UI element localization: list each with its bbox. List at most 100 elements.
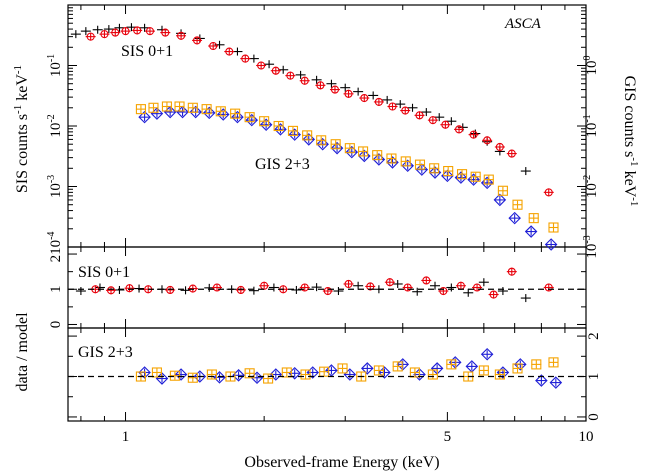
gis-ratio-label: GIS 2+3 <box>78 344 133 361</box>
ratio-point-sis1 <box>106 286 117 295</box>
ratio-point-gis3 <box>427 369 438 380</box>
point-gis2 <box>480 176 494 190</box>
point-gis3 <box>230 108 241 119</box>
ratio-point-sis0 <box>353 281 364 290</box>
point-gis2 <box>524 225 538 238</box>
point-sis0 <box>114 23 125 32</box>
ratio-point-gis3 <box>373 365 384 376</box>
point-gis3 <box>201 104 212 115</box>
ratio-point-sis1 <box>259 281 270 290</box>
ratio-point-sis0 <box>412 287 423 296</box>
point-sis1 <box>468 130 479 139</box>
point-sis0 <box>407 103 418 112</box>
point-sis0 <box>70 30 81 39</box>
ratio-point-gis3 <box>169 370 180 381</box>
point-gis3 <box>259 116 270 127</box>
ratio-point-gis3 <box>531 359 542 370</box>
point-gis2 <box>467 173 480 186</box>
point-sis1 <box>192 36 203 45</box>
point-sis1 <box>110 28 121 37</box>
point-gis3 <box>187 102 198 113</box>
point-sis1 <box>454 125 465 134</box>
point-sis1 <box>160 28 171 37</box>
ratio-y-tick-label: 1 <box>586 373 602 381</box>
point-gis3 <box>372 150 383 161</box>
panel-frame-bot <box>67 327 587 422</box>
point-gis2 <box>544 238 558 251</box>
left-y-tick-label: 210-4 <box>46 232 64 263</box>
ratio-point-sis1 <box>402 283 413 292</box>
point-sis0 <box>103 25 114 34</box>
point-gis2 <box>288 128 301 141</box>
point-sis0 <box>340 83 351 92</box>
x-tick-label: 1 <box>122 429 130 445</box>
point-gis3 <box>512 199 523 210</box>
point-sis1 <box>144 27 155 36</box>
ratio-point-gis3 <box>151 367 162 378</box>
point-gis3 <box>528 213 539 224</box>
ratio-point-sis0 <box>430 281 441 290</box>
point-sis0 <box>353 87 364 96</box>
ratio-point-gis3 <box>337 363 348 374</box>
ratio-point-sis0 <box>114 285 125 294</box>
point-sis1 <box>400 106 411 115</box>
point-sis0 <box>80 27 91 36</box>
ratio-point-gis3 <box>512 363 523 374</box>
ratio-point-sis0 <box>268 283 279 292</box>
ratio-point-sis0 <box>180 286 191 295</box>
point-sis1 <box>506 149 517 158</box>
point-sis0 <box>446 117 457 126</box>
ratio-y-tick-label: 0 <box>586 413 602 421</box>
data-layer <box>70 23 563 389</box>
point-sis1 <box>256 61 267 70</box>
point-sis1 <box>494 142 505 152</box>
point-sis1 <box>120 27 131 36</box>
left-y-tick-label: 10-3 <box>46 175 64 198</box>
ratio-point-gis3 <box>478 365 489 376</box>
point-gis2 <box>163 105 177 119</box>
point-sis1 <box>329 85 340 94</box>
ratio-point-gis2 <box>343 368 357 381</box>
ratio-point-sis1 <box>488 290 499 299</box>
left-y-tick-label: 10-1 <box>46 54 64 77</box>
point-gis3 <box>273 120 284 132</box>
point-gis2 <box>176 105 189 119</box>
point-gis2 <box>138 110 151 124</box>
axes-layer: 1 5 1010-110-210-3210-410010-110-210-30101… <box>46 4 602 445</box>
ratio-point-sis0 <box>463 288 474 297</box>
point-gis3 <box>497 185 508 196</box>
point-sis1 <box>482 136 493 145</box>
ratio-point-sis1 <box>235 285 246 295</box>
x-tick-label: 5 <box>444 429 452 445</box>
ratio-point-sis0 <box>94 283 105 292</box>
point-sis0 <box>311 75 322 84</box>
point-gis3 <box>330 139 341 150</box>
ratio-point-sis0 <box>75 287 86 296</box>
point-sis1 <box>85 32 96 41</box>
point-gis3 <box>316 135 327 146</box>
ratio-point-sis0 <box>291 285 302 294</box>
point-sis0 <box>368 91 379 100</box>
ratio-point-gis2 <box>549 376 563 389</box>
point-sis1 <box>299 76 310 85</box>
point-gis2 <box>202 106 216 120</box>
point-gis2 <box>231 110 244 124</box>
point-gis3 <box>548 222 559 233</box>
ratio-point-gis3 <box>319 366 330 377</box>
point-gis2 <box>345 145 359 159</box>
point-gis3 <box>456 169 468 180</box>
ratio-point-sis1 <box>187 284 198 293</box>
point-gis3 <box>135 104 146 115</box>
ratio-y-tick-label: 2 <box>586 332 602 340</box>
point-gis2 <box>216 108 230 121</box>
point-sis1 <box>208 41 219 51</box>
point-sis1 <box>373 97 384 106</box>
point-sis0 <box>248 54 259 63</box>
ratio-point-gis2 <box>465 360 479 373</box>
ratio-point-gis2 <box>155 372 169 385</box>
right-y-axis-label: GIS counts s-1 keV-1 <box>621 76 640 207</box>
sis-ratio-label: SIS 0+1 <box>78 264 130 281</box>
ratio-point-sis0 <box>446 283 457 292</box>
ratio-y-tick-label: 0 <box>48 321 64 329</box>
